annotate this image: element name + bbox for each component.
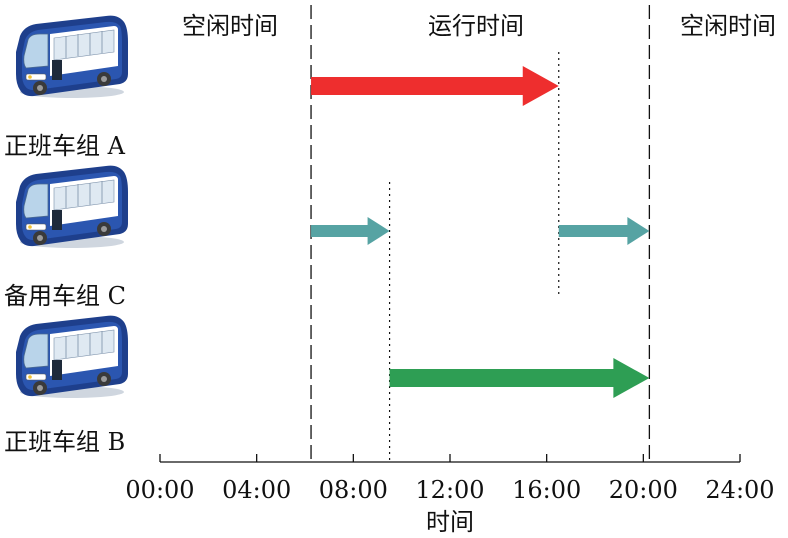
bus-icon	[15, 165, 129, 249]
axis-tick-label: 20:00	[609, 476, 678, 504]
idle-right-label: 空闲时间	[680, 12, 776, 40]
axis-tick-label: 24:00	[705, 476, 774, 504]
running-label: 运行时间	[428, 12, 524, 40]
axis-tick-label: 00:00	[125, 476, 194, 504]
group-label-c: 备用车组 C	[4, 282, 126, 310]
group-label-b: 正班车组 B	[4, 428, 125, 456]
axis-tick-label: 04:00	[222, 476, 291, 504]
idle-left-label: 空闲时间	[182, 12, 278, 40]
bus-icon	[15, 15, 129, 99]
axis-tick-label: 12:00	[415, 476, 484, 504]
group-label-a: 正班车组 A	[4, 132, 126, 160]
segment-arrow-2	[558, 217, 650, 245]
segment-arrow-3	[389, 358, 650, 398]
segment-arrow-0	[311, 66, 559, 106]
axis-title: 时间	[426, 508, 474, 536]
time-axis: 00:00 04:00 08:00 12:00 16:00 20:00 24:00	[125, 454, 775, 504]
axis-tick-label: 08:00	[319, 476, 388, 504]
segment-arrow-1	[311, 217, 390, 245]
segment-arrows	[311, 66, 650, 398]
axis-tick-label: 16:00	[512, 476, 581, 504]
bus-icon	[15, 315, 129, 399]
